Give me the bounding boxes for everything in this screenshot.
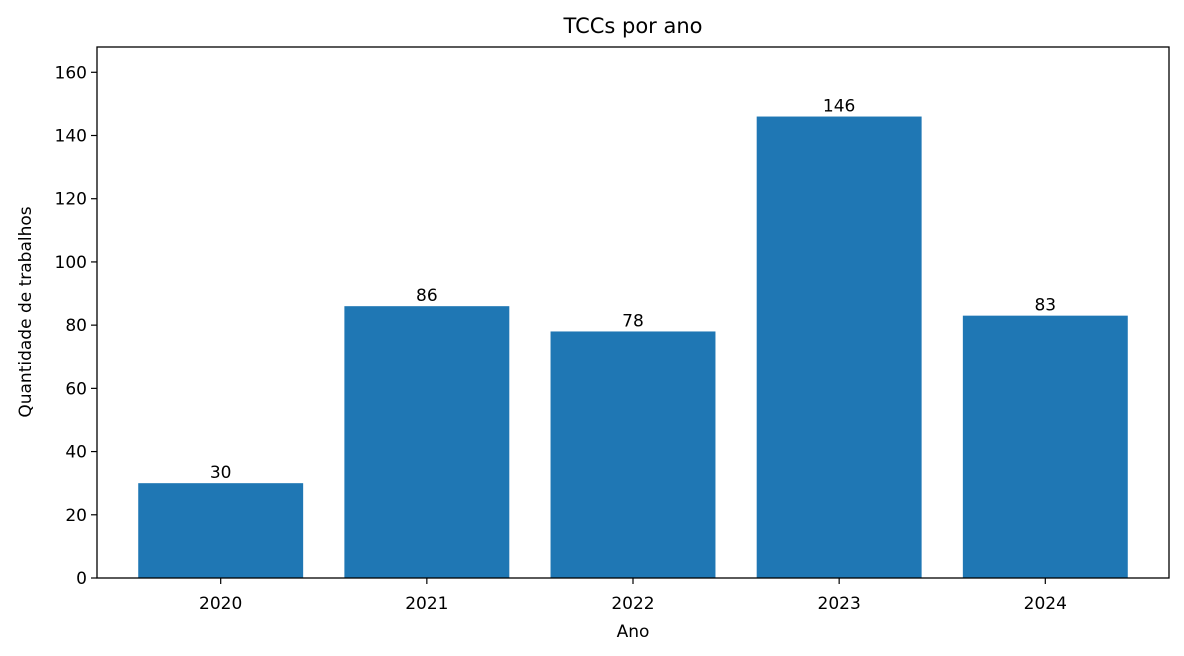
bars <box>138 116 1128 579</box>
y-tick-label: 160 <box>55 63 87 83</box>
bar-value-labels: 30 86 78 146 83 <box>210 97 1056 484</box>
bar-value-label: 86 <box>416 286 438 306</box>
x-tick-label: 2024 <box>1024 594 1067 614</box>
x-tick-label: 2021 <box>405 594 448 614</box>
x-tick-label: 2020 <box>199 594 242 614</box>
y-axis-ticks: 0 20 40 60 80 100 120 140 160 <box>55 63 97 589</box>
bar-value-label: 83 <box>1034 296 1056 316</box>
x-tick-label: 2023 <box>818 594 861 614</box>
bar-2022 <box>550 331 716 578</box>
bar-2020 <box>138 483 304 578</box>
bar-2024 <box>962 315 1128 578</box>
bar-value-label: 78 <box>622 311 644 331</box>
x-axis-ticks: 2020 2021 2022 2023 2024 <box>199 578 1067 614</box>
bar-value-label: 30 <box>210 463 232 483</box>
y-tick-label: 140 <box>55 127 87 147</box>
chart-title: TCCs por ano <box>562 14 702 38</box>
y-axis-label: Quantidade de trabalhos <box>16 206 36 417</box>
y-tick-label: 0 <box>76 569 87 589</box>
plot-frame <box>96 46 1170 579</box>
y-tick-label: 100 <box>55 253 87 273</box>
x-axis-label: Ano <box>617 622 650 642</box>
y-tick-label: 60 <box>65 379 87 399</box>
bar-2023 <box>756 116 922 579</box>
x-tick-label: 2022 <box>611 594 654 614</box>
y-tick-label: 40 <box>65 443 87 463</box>
y-tick-label: 20 <box>65 506 87 526</box>
bar-2021 <box>344 306 510 578</box>
y-tick-label: 80 <box>65 316 87 336</box>
bar-value-label: 146 <box>823 97 855 117</box>
y-tick-label: 120 <box>55 190 87 210</box>
